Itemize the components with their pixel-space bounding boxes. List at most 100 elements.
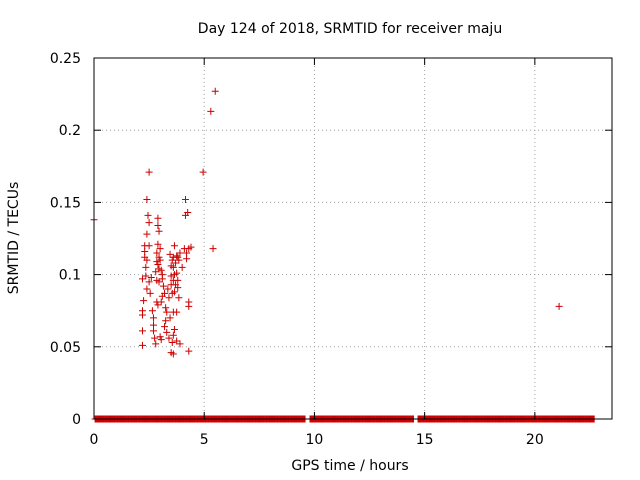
data-point [170,242,178,250]
data-point [158,275,166,283]
data-point [154,260,162,268]
data-point [161,323,169,331]
data-point [142,272,150,280]
data-point [555,302,563,310]
data-point [178,263,186,271]
data-point [154,214,162,222]
chart-title: Day 124 of 2018, SRMTID for receiver maj… [198,21,502,37]
data-point [185,347,193,355]
data-point [199,168,207,176]
y-tick-label: 0.15 [50,195,81,211]
data-point [211,87,219,95]
data-point [145,278,153,286]
data-point [152,340,160,348]
data-point [157,266,165,274]
data-point [181,196,189,204]
data-point [143,230,151,238]
data-point [152,268,160,276]
data-point [154,301,162,309]
data-point [138,341,146,349]
data-point [157,298,165,306]
data-point [169,263,177,271]
data-point [166,250,174,258]
y-tick-label: 0.05 [50,340,81,356]
data-point [154,222,162,230]
data-point [143,196,151,204]
x-axis-label: GPS time / hours [291,458,408,474]
x-tick-label: 0 [90,432,99,448]
x-tick-label: 10 [306,432,324,448]
data-point [168,256,176,264]
data-point [151,334,159,342]
data-point [150,327,158,335]
data-point [150,314,158,322]
y-tick-label: 0.1 [59,268,81,284]
data-point [145,219,153,227]
data-point [156,256,164,264]
data-point [153,249,161,257]
data-point [170,325,178,333]
data-point [156,333,164,341]
data-point [161,289,169,297]
data-point [148,307,156,315]
data-point [184,209,192,217]
x-tick-label: 5 [200,432,209,448]
data-point [165,294,173,302]
data-point [145,168,153,176]
data-point [145,242,153,250]
plot-frame [93,57,613,420]
data-point [174,276,182,284]
y-axis-label: SRMTID / TECUs [6,182,22,295]
data-point [138,327,146,335]
data-point [173,252,181,260]
data-point [142,263,150,271]
data-point [209,245,217,253]
data-point [146,289,154,297]
data-point [176,340,184,348]
data-point [174,253,182,261]
x-tick-label: 20 [526,432,544,448]
data-point [170,288,178,296]
data-point [140,297,148,305]
data-point [207,107,215,115]
data-point [164,285,172,293]
data-point [155,278,163,286]
data-point [173,269,181,277]
grid-lines [94,58,612,419]
data-point [167,272,175,280]
data-point [166,314,174,322]
data-point [175,294,183,302]
data-point [172,259,180,267]
data-point [159,282,167,290]
y-tick-label: 0 [72,412,81,428]
data-point [165,334,173,342]
axis-ticks: 0 0.05 0.1 0.15 0.2 0.25 0 5 10 15 20 [50,51,612,448]
data-point [144,211,152,219]
data-point [138,311,146,319]
data-point [157,336,165,344]
data-point [187,243,195,251]
y-tick-label: 0.2 [59,123,81,139]
data-point [183,255,191,263]
data-point [156,245,164,253]
data-point [147,273,155,281]
data-point [163,308,171,316]
data-points [90,87,563,358]
data-point [173,337,181,345]
data-point [138,275,146,283]
data-point [173,308,181,316]
data-point [185,302,193,310]
data-point [154,240,162,248]
data-point [155,253,163,261]
x-tick-label: 15 [416,432,434,448]
data-point [155,227,163,235]
data-point [169,350,177,358]
data-point [169,331,177,339]
data-point [162,304,170,312]
data-point [162,317,170,325]
data-point [175,256,183,264]
data-point [143,256,151,264]
data-point [174,284,182,292]
data-point [143,285,151,293]
